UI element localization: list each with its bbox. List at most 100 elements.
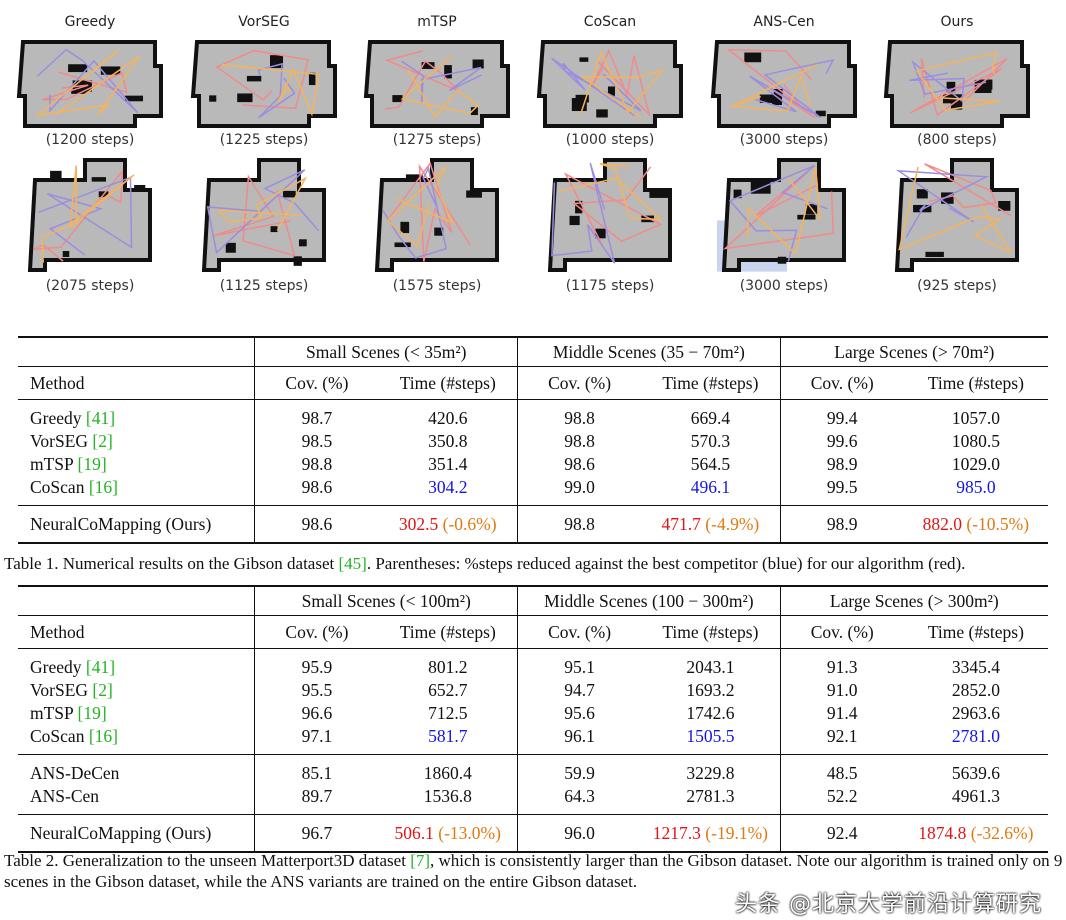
citation: [16]	[88, 477, 118, 497]
table-cell: 95.9	[254, 648, 379, 679]
table-cell: 496.1	[641, 476, 780, 506]
exploration-map	[547, 158, 672, 272]
column-header: Cov. (%)	[779, 366, 904, 400]
time-value: 3345.4	[951, 657, 1000, 677]
table-cell: 2781.0	[904, 725, 1048, 755]
table-row: CoScan [16] 98.6 304.2 99.0 496.1 99.5 985.0	[18, 476, 1048, 506]
steps-label: (3000 steps)	[739, 132, 829, 148]
coverage-value: 95.6	[564, 703, 595, 723]
table-row: NeuralCoMapping (Ours) 98.6 302.5 (-0.6%) 9…	[18, 505, 1048, 544]
coverage-value: 98.8	[564, 431, 595, 451]
table-row: ANS-DeCen 85.1 1860.4 59.9 3229.8 48.5 5639.6	[18, 754, 1048, 785]
coverage-value: 95.9	[301, 657, 333, 677]
time-value: 2852.0	[951, 680, 1000, 700]
table-cell: 96.7	[254, 814, 379, 853]
table-cell: 98.8	[517, 505, 642, 544]
coverage-value: 98.5	[301, 431, 333, 451]
group-header: Middle Scenes (100 − 300m²)	[517, 585, 781, 616]
exploration-map	[201, 158, 326, 272]
table-cell: 99.6	[779, 430, 904, 453]
coverage-value: 96.7	[301, 823, 333, 843]
table-cell: 91.0	[779, 679, 904, 702]
table-cell: 2043.1	[641, 649, 780, 680]
time-value: 652.7	[428, 680, 468, 700]
time-value: 801.2	[428, 657, 468, 677]
exploration-map	[16, 40, 163, 128]
exploration-map	[710, 40, 857, 128]
coverage-value: 85.1	[301, 763, 333, 783]
column-header: Time (#steps)	[378, 615, 518, 649]
coverage-value: 52.2	[826, 786, 858, 806]
method-label: CoScan	[583, 14, 637, 30]
table-cell: 96.6	[254, 702, 379, 725]
time-value: 1742.6	[686, 703, 735, 723]
column-header: Method	[18, 366, 255, 400]
table-cell: 985.0	[904, 476, 1048, 506]
coverage-value: 98.9	[826, 454, 858, 474]
table-cell: 94.7	[517, 679, 642, 702]
table-cell: 97.1	[254, 725, 379, 755]
table-cell: 95.5	[254, 679, 379, 702]
steps-label: (1225 steps)	[219, 132, 309, 148]
method-label: mTSP	[417, 14, 457, 30]
table-cell: 89.7	[254, 785, 379, 815]
header-row: Method Cov. (%) Time (#steps) Cov. (%) Time …	[18, 366, 1048, 400]
map-panel: Ours (800 steps)	[871, 14, 1043, 148]
coverage-value: 97.1	[301, 726, 333, 746]
time-value: 1536.8	[423, 786, 472, 806]
time-value: 882.0	[922, 514, 963, 534]
time-value: 1505.5	[686, 726, 735, 746]
table-cell: 98.6	[517, 453, 642, 476]
table-cell: 506.1 (-13.0%)	[378, 814, 518, 853]
citation: [16]	[88, 726, 118, 746]
coverage-value: 48.5	[826, 763, 858, 783]
steps-label: (2075 steps)	[45, 278, 135, 294]
citation: [41]	[85, 408, 116, 428]
coverage-value: 91.4	[826, 703, 858, 723]
time-value: 1860.4	[423, 763, 472, 783]
method-name: Greedy	[30, 657, 86, 677]
coverage-value: 99.5	[826, 477, 858, 497]
table-cell: 98.8	[517, 399, 642, 430]
coverage-value: 91.0	[826, 680, 858, 700]
time-value: 2781.0	[951, 726, 1000, 746]
exploration-map	[374, 158, 499, 272]
table-cell: 98.9	[779, 505, 904, 544]
table-row: VorSEG [2] 95.5 652.7 94.7 1693.2 91.0 2852.0	[18, 679, 1048, 702]
column-header: Method	[18, 615, 255, 649]
table-cell: 99.4	[779, 399, 904, 430]
table-cell: 98.5	[254, 430, 379, 453]
table-cell: 581.7	[378, 725, 517, 755]
exploration-map	[363, 40, 510, 128]
caption-text: , which is consistently larger than the …	[4, 851, 1063, 891]
map-panel: CoScan (1000 steps)	[524, 14, 696, 148]
table-cell: 1693.2	[641, 679, 780, 702]
table-row: Greedy [41] 98.7 420.6 98.8 669.4 99.4 1057.0	[18, 399, 1048, 431]
coverage-value: 98.6	[301, 514, 333, 534]
table-cell: 98.8	[517, 430, 642, 453]
table-cell: 1874.8 (-32.6%)	[903, 814, 1048, 853]
map-panel: (1175 steps)	[524, 150, 696, 294]
table-cell: 96.0	[517, 814, 642, 853]
column-header: Time (#steps)	[641, 366, 781, 400]
time-value: 2043.1	[686, 657, 735, 677]
coverage-value: 98.8	[564, 408, 595, 428]
table-cell: 669.4	[641, 400, 780, 431]
table-cell: 3229.8	[641, 754, 781, 785]
time-value: 496.1	[690, 477, 731, 497]
table-cell: 1536.8	[378, 785, 517, 815]
citation: [2]	[92, 680, 113, 700]
table-cell: 302.5 (-0.6%)	[378, 505, 518, 544]
citation: [7]	[410, 851, 431, 870]
table-cell: 350.8	[378, 430, 517, 453]
reduction-percent: (-4.9%)	[705, 514, 760, 534]
reduction-percent: (-32.6%)	[970, 823, 1034, 843]
method-label: VorSEG	[238, 14, 290, 30]
table-cell: 85.1	[254, 754, 379, 785]
table-2-caption: Table 2. Generalization to the unseen Ma…	[4, 850, 1064, 892]
table-cell: 2963.6	[904, 702, 1048, 725]
exploration-map	[883, 40, 1030, 128]
time-value: 302.5	[398, 514, 439, 534]
coverage-value: 99.0	[564, 477, 595, 497]
table-row: CoScan [16] 97.1 581.7 96.1 1505.5 92.1 2781.0	[18, 725, 1048, 755]
